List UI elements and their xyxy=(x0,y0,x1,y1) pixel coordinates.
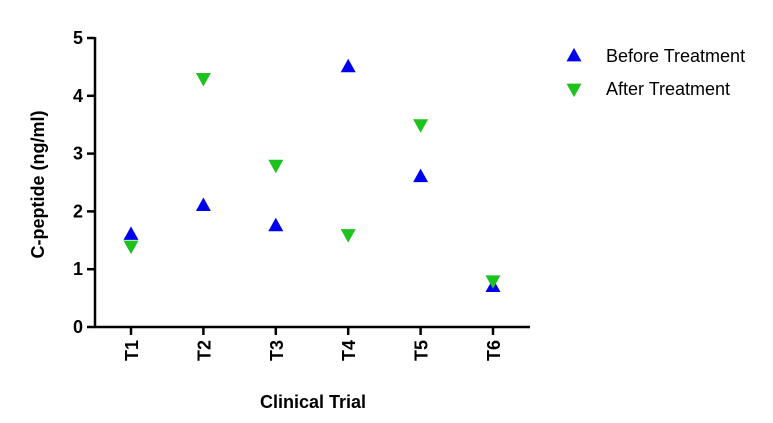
legend-label: After Treatment xyxy=(606,79,730,99)
after-treatment-marker xyxy=(268,159,284,174)
x-tick-label: T3 xyxy=(267,340,287,361)
x-tick-label: T5 xyxy=(412,340,432,361)
before-treatment-marker xyxy=(195,197,211,212)
after-treatment-marker xyxy=(123,240,139,255)
legend-marker xyxy=(566,83,582,98)
x-axis-title: Clinical Trial xyxy=(260,392,366,412)
y-tick-label: 2 xyxy=(73,201,83,221)
before-treatment-marker xyxy=(413,168,429,183)
legend-marker xyxy=(566,47,582,62)
x-tick-label: T4 xyxy=(339,340,359,361)
after-treatment-marker xyxy=(485,275,501,289)
before-treatment-marker xyxy=(340,58,356,73)
x-tick-label: T6 xyxy=(484,340,504,361)
x-tick-label: T2 xyxy=(194,340,214,361)
y-tick-label: 3 xyxy=(73,144,83,164)
y-tick-label: 4 xyxy=(73,86,83,106)
y-tick-label: 5 xyxy=(73,28,83,48)
data-markers xyxy=(123,58,501,292)
after-treatment-marker xyxy=(195,73,211,87)
before-treatment-marker xyxy=(123,226,139,240)
y-tick-label: 0 xyxy=(73,317,83,337)
x-axis-ticks: T1 T2 T3 T4 T5 T6 xyxy=(122,327,504,361)
y-axis-title: C-peptide (ng/ml) xyxy=(28,111,48,259)
x-tick-label: T1 xyxy=(122,340,142,361)
y-axis-ticks: 0 1 2 3 4 5 xyxy=(73,28,95,337)
legend-label: Before Treatment xyxy=(606,46,745,66)
y-tick-label: 1 xyxy=(73,259,83,279)
legend: Before Treatment After Treatment xyxy=(566,46,745,99)
before-treatment-marker xyxy=(268,217,284,232)
after-treatment-marker xyxy=(413,119,429,133)
after-treatment-marker xyxy=(340,229,356,243)
